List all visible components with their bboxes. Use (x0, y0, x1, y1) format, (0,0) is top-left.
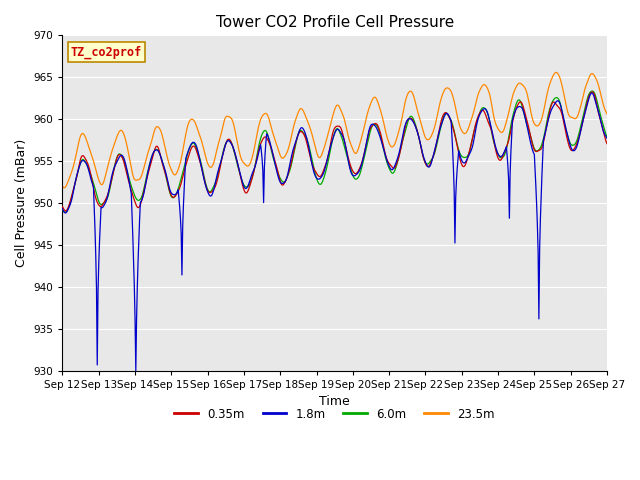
Y-axis label: Cell Pressure (mBar): Cell Pressure (mBar) (15, 139, 28, 267)
Text: TZ_co2prof: TZ_co2prof (70, 46, 142, 59)
X-axis label: Time: Time (319, 396, 350, 408)
Legend: 0.35m, 1.8m, 6.0m, 23.5m: 0.35m, 1.8m, 6.0m, 23.5m (170, 403, 500, 425)
Title: Tower CO2 Profile Cell Pressure: Tower CO2 Profile Cell Pressure (216, 15, 454, 30)
